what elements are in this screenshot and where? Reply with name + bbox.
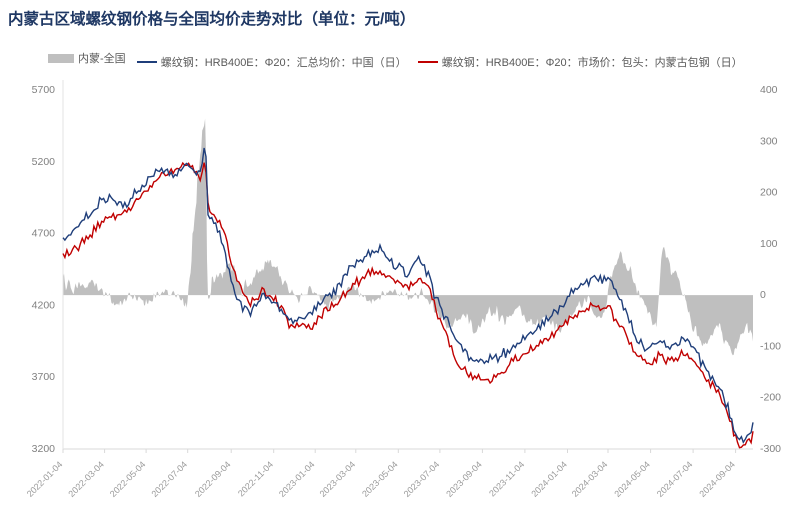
svg-text:5200: 5200: [32, 156, 56, 168]
svg-text:3200: 3200: [32, 443, 56, 455]
svg-text:300: 300: [760, 135, 778, 147]
svg-text:0: 0: [760, 289, 766, 301]
svg-text:4200: 4200: [32, 299, 56, 311]
svg-text:3700: 3700: [32, 371, 56, 383]
svg-text:400: 400: [760, 84, 778, 96]
svg-text:-200: -200: [760, 392, 781, 404]
svg-text:4700: 4700: [32, 228, 56, 240]
svg-text:5700: 5700: [32, 84, 56, 96]
svg-text:200: 200: [760, 187, 778, 199]
svg-text:-100: -100: [760, 340, 781, 352]
svg-text:100: 100: [760, 238, 778, 250]
svg-text:-300: -300: [760, 443, 781, 455]
